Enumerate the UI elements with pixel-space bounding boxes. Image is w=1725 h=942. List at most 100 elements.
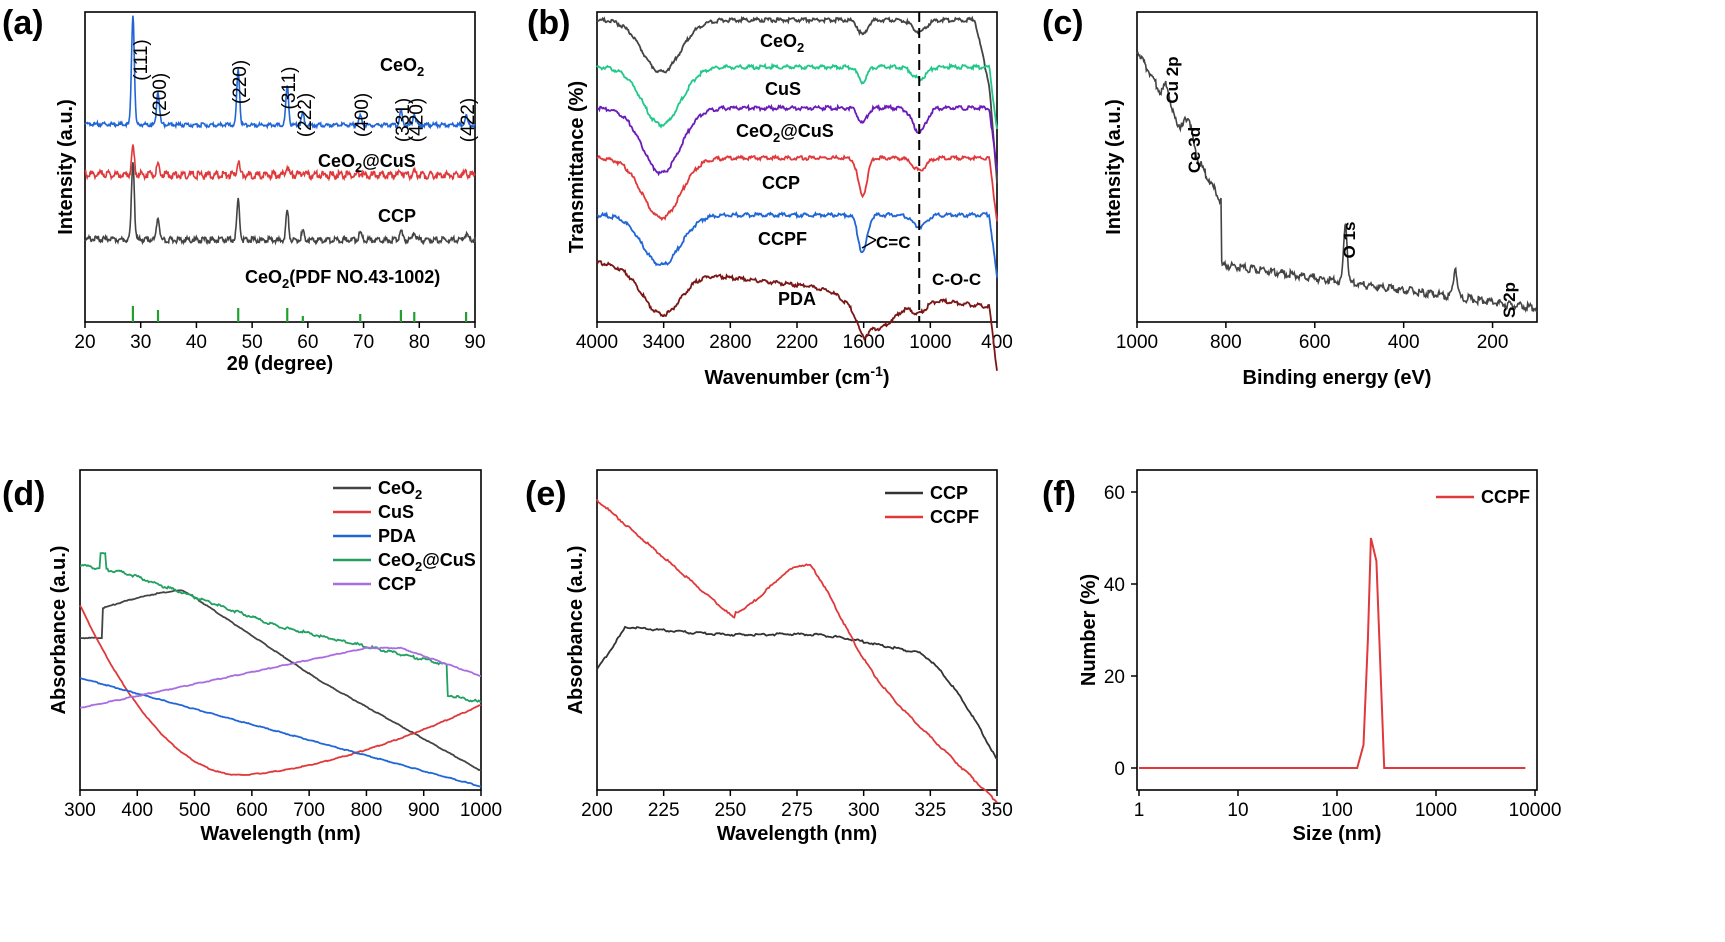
x-tick-label: 2200 [776, 332, 818, 353]
x-tick-label: 300 [848, 800, 880, 821]
panel-label-a: (a) [2, 4, 44, 42]
series-label-CCPF: CCPF [758, 229, 807, 249]
panel-e: (e) 200 225 250 275 300 325 350 Wavelength (nm) A… [525, 469, 1013, 845]
hkl-label: (222) [295, 93, 316, 137]
x-tick-label: 200 [581, 800, 613, 821]
series-line-CeO2@CuS [596, 103, 998, 177]
series-line-CCP [596, 154, 998, 222]
legend-label-CCP: CCP [378, 574, 416, 594]
series-line-CuS [79, 604, 482, 777]
series-label-CeO2@CuS: CeO2@CuS [318, 151, 416, 175]
hkl-label: (220) [230, 60, 251, 104]
x-tick-label: 1 [1134, 800, 1145, 821]
series-label-CuS: CuS [765, 79, 801, 99]
x-tick-label: 60 [297, 332, 318, 353]
y-tick-label: 60 [1104, 483, 1125, 504]
legend-label-CeO2@CuS: CeO2@CuS [378, 550, 476, 574]
legend-label-PDA: PDA [378, 526, 416, 546]
series-line-CeO2 [80, 589, 482, 772]
y-tick-label: 20 [1104, 667, 1125, 688]
series-line-PDA [596, 260, 998, 371]
x-tick-label: 80 [409, 332, 430, 353]
x-tick-label: 400 [1388, 332, 1420, 353]
x-tick-label: 600 [1299, 332, 1331, 353]
x-tick-label: 20 [74, 332, 95, 353]
x-tick-label: 325 [914, 800, 946, 821]
x-tick-label: 400 [981, 332, 1013, 353]
panel-label-f: (f) [1042, 475, 1076, 513]
arrow-icon [861, 235, 877, 249]
x-tick-label: 1000 [1415, 800, 1457, 821]
annotation-COC: C-O-C [932, 270, 981, 289]
plot-frame [79, 469, 482, 791]
x-tick-label: 275 [781, 800, 813, 821]
x-tick-label: 600 [236, 800, 268, 821]
hkl-label: (111) [131, 39, 152, 81]
y-tick-label: 0 [1114, 759, 1125, 780]
x-tick-label: 10000 [1509, 800, 1562, 821]
x-tick-label: 30 [130, 332, 151, 353]
panel-c: (c) 1000 800 600 400 200 Binding energy (eV) In… [1042, 4, 1538, 389]
x-tick-label: 900 [408, 800, 440, 821]
annotation-CC: C=C [876, 233, 910, 252]
series-line-CeO2@CuS [80, 552, 482, 703]
x-axis-title: Wavelength (nm) [200, 823, 360, 845]
series-label-CeO2: CeO2 [380, 55, 424, 79]
hkl-label: (400) [352, 93, 373, 137]
series-line-CuS [596, 62, 998, 130]
series-line-CCP [596, 625, 998, 760]
panel-d: (d) 300 400 500 600 700 800 900 1000 Wavelength (… [2, 469, 502, 845]
y-axis-title: Intensity (a.u.) [1103, 99, 1125, 235]
panel-label-c: (c) [1042, 4, 1084, 42]
x-tick-label: 1600 [843, 332, 885, 353]
xps-line [1136, 50, 1538, 313]
series-line-PDA [79, 676, 482, 788]
x-tick-label: 50 [242, 332, 263, 353]
x-axis-title: Size (nm) [1293, 823, 1382, 845]
x-axis-title: Wavenumber (cm-1) [704, 363, 889, 389]
y-axis-title: Transmittance (%) [566, 81, 588, 253]
series-label-CeO2@CuS: CeO2@CuS [736, 121, 834, 145]
x-axis-title: Binding energy (eV) [1243, 367, 1432, 389]
y-axis-title: Absorbance (a.u.) [48, 546, 70, 715]
plot-frame [84, 11, 476, 323]
x-tick-label: 10 [1227, 800, 1248, 821]
legend-label-CeO2: CeO2 [378, 478, 422, 502]
y-tick-label: 40 [1104, 575, 1125, 596]
series-line-CCP [79, 646, 482, 709]
reference-label: CeO2(PDF NO.43-1002) [245, 267, 440, 291]
series-label-CCP: CCP [378, 206, 416, 226]
hkl-label: (200) [150, 73, 171, 117]
x-tick-label: 200 [1477, 332, 1509, 353]
hkl-label: (422) [458, 98, 479, 142]
series-line-CCPF [1139, 537, 1526, 769]
series-label-CeO2: CeO2 [760, 31, 804, 55]
peak-label: Ce 3d [1185, 127, 1204, 173]
series-line-CeO2 [84, 15, 476, 130]
x-tick-label: 400 [121, 800, 153, 821]
x-tick-label: 250 [714, 800, 746, 821]
peak-label: S 2p [1500, 282, 1519, 318]
hkl-label: (331) [393, 98, 414, 142]
panel-a: (a) 20 30 40 50 60 70 80 90 2θ (degree) Intensity … [2, 4, 486, 375]
x-tick-label: 500 [179, 800, 211, 821]
plot-frame [1136, 469, 1538, 791]
x-tick-label: 90 [464, 332, 485, 353]
x-tick-label: 350 [981, 800, 1013, 821]
x-axis-title: 2θ (degree) [227, 353, 333, 375]
series-label-PDA: PDA [778, 289, 816, 309]
x-tick-label: 3400 [643, 332, 685, 353]
panel-label-b: (b) [527, 4, 570, 42]
panel-b: (b) 4000 3400 2800 2200 1600 1000 400 Wavenumber… [527, 4, 1013, 389]
legend-label-CuS: CuS [378, 502, 414, 522]
hkl-label: (420) [406, 98, 427, 142]
x-tick-label: 700 [293, 800, 325, 821]
x-tick-label: 1000 [909, 332, 951, 353]
x-tick-label: 300 [64, 800, 96, 821]
x-tick-label: 225 [648, 800, 680, 821]
legend-label-CCPF: CCPF [1481, 487, 1530, 507]
y-axis-title: Number (%) [1078, 574, 1100, 686]
series-line-CeO2@CuS [84, 144, 476, 182]
legend-label-CCP: CCP [930, 483, 968, 503]
peak-label: O 1s [1340, 222, 1359, 259]
